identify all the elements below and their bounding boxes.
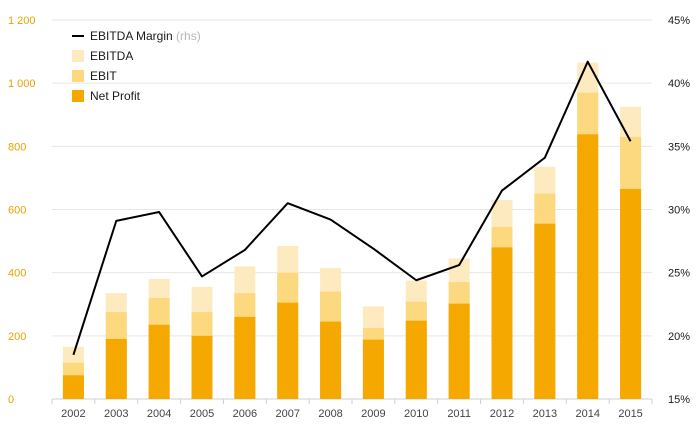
right-tick-label: 35% <box>668 141 690 153</box>
bar-net-profit <box>62 375 84 399</box>
x-tick-label: 2009 <box>361 408 385 420</box>
right-tick-label: 15% <box>668 394 690 406</box>
x-tick-label: 2011 <box>447 408 471 420</box>
x-tick-label: 2010 <box>404 408 428 420</box>
legend-label: EBIT <box>90 69 117 83</box>
bar-net-profit <box>277 302 299 399</box>
x-tick-label: 2013 <box>533 408 557 420</box>
margin-line-series <box>72 60 632 356</box>
legend-swatch <box>72 90 84 102</box>
x-tick-label: 2015 <box>618 408 642 420</box>
bar-net-profit <box>362 339 384 399</box>
bar-net-profit <box>234 316 256 399</box>
bar-net-profit <box>105 338 127 399</box>
legend-label: Net Profit <box>90 89 141 103</box>
left-tick-label: 400 <box>8 268 26 280</box>
left-tick-label: 0 <box>8 394 14 406</box>
gridlines <box>52 19 652 400</box>
left-tick-label: 200 <box>8 331 26 343</box>
legend-label: EBITDA <box>90 49 133 63</box>
bar-net-profit <box>191 335 213 399</box>
bar-net-profit <box>491 247 513 399</box>
x-axis: 2002 2003 2004 2005 2006 2007 2008 2009 2010 2011… <box>51 399 653 420</box>
right-tick-label: 45% <box>668 15 690 27</box>
x-tick-label: 2004 <box>147 408 171 420</box>
x-tick-label: 2005 <box>190 408 214 420</box>
left-tick-label: 800 <box>8 141 26 153</box>
legend-swatch <box>72 70 84 82</box>
x-tick-label: 2006 <box>233 408 257 420</box>
bar-net-profit <box>534 223 556 399</box>
bar-net-profit <box>148 324 170 399</box>
right-tick-label: 25% <box>668 268 690 280</box>
bar-net-profit <box>448 303 470 399</box>
legend-swatch <box>72 50 84 62</box>
right-axis: 15% 20% 25% 30% 35% 40% 45% <box>668 15 690 406</box>
x-tick-label: 2002 <box>61 408 85 420</box>
left-axis: 0 200 400 600 800 1 000 1 200 <box>8 15 36 406</box>
bar-series <box>62 62 642 400</box>
x-tick-label: 2012 <box>490 408 514 420</box>
bar-net-profit <box>620 188 642 399</box>
left-tick-label: 1 000 <box>8 78 36 90</box>
legend-label: EBITDA Margin (rhs) <box>90 29 201 43</box>
x-tick-label: 2008 <box>318 408 342 420</box>
left-tick-label: 600 <box>8 205 26 217</box>
x-tick-label: 2003 <box>104 408 128 420</box>
left-tick-label: 1 200 <box>8 15 36 27</box>
ebitda-margin-line <box>72 60 632 356</box>
bar-net-profit <box>320 321 342 399</box>
x-tick-label: 2007 <box>275 408 299 420</box>
bar-net-profit <box>405 320 427 399</box>
right-tick-label: 30% <box>668 205 690 217</box>
bar-net-profit <box>577 134 599 399</box>
right-tick-label: 40% <box>668 78 690 90</box>
right-tick-label: 20% <box>668 331 690 343</box>
legend: EBITDA Margin (rhs) EBITDA EBIT Net Profit <box>72 29 201 103</box>
x-tick-label: 2014 <box>575 408 599 420</box>
